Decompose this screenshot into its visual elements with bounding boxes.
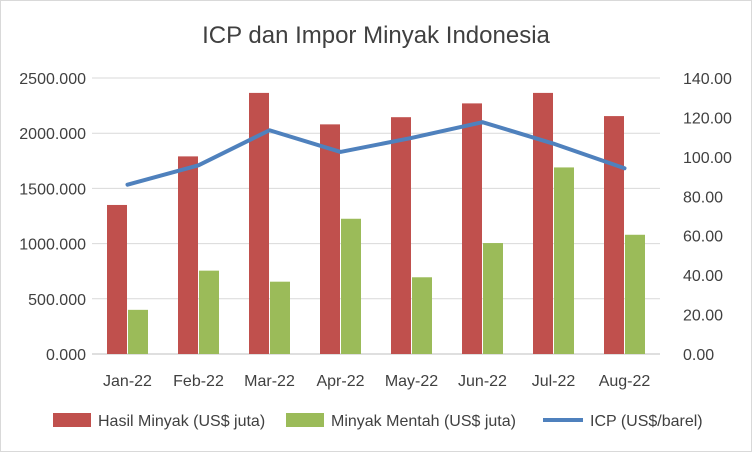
left-axis-ticks: 0.000 500.000 1000.000 1500.000 2000.000 2500…	[19, 71, 86, 364]
x-tick-label: Aug-22	[599, 373, 651, 390]
bar-minyak-mentah	[412, 277, 432, 354]
bar-hasil-minyak	[178, 156, 198, 354]
x-tick-label: Apr-22	[316, 373, 364, 390]
right-tick-label: 0.00	[683, 347, 714, 364]
bar-hasil-minyak	[462, 103, 482, 354]
left-tick-label: 0.000	[46, 347, 86, 364]
right-tick-label: 120.00	[683, 110, 732, 127]
left-tick-label: 2500.000	[19, 71, 86, 88]
bar-minyak-mentah	[483, 243, 503, 354]
legend-label: Hasil Minyak (US$ juta)	[98, 413, 265, 430]
legend-swatch	[53, 413, 91, 427]
bar-hasil-minyak	[391, 117, 411, 354]
bar-hasil-minyak	[107, 204, 127, 354]
chart-title: ICP dan Impor Minyak Indonesia	[202, 22, 550, 49]
left-tick-label: 500.000	[28, 292, 86, 309]
x-tick-label: Feb-22	[173, 373, 224, 390]
bar-series	[107, 92, 645, 355]
legend-label: ICP (US$/barel)	[590, 413, 703, 430]
bar-minyak-mentah	[554, 167, 574, 354]
bar-minyak-mentah	[625, 234, 645, 354]
legend: Hasil Minyak (US$ juta) Minyak Mentah (US…	[53, 413, 703, 430]
bar-hasil-minyak	[320, 124, 340, 354]
left-tick-label: 1500.000	[19, 181, 86, 198]
bar-hasil-minyak	[533, 92, 553, 355]
bar-minyak-mentah	[128, 309, 148, 354]
right-axis-ticks: 0.00 20.00 40.00 60.00 80.00 100.00 120.00 140.…	[683, 71, 732, 364]
x-axis-ticks: Jan-22 Feb-22 Mar-22 Apr-22 May-22 Jun-22 Jul-…	[103, 373, 650, 390]
x-tick-label: Jun-22	[458, 373, 507, 390]
right-tick-label: 60.00	[683, 229, 723, 246]
bar-hasil-minyak	[249, 92, 269, 355]
right-tick-label: 140.00	[683, 71, 732, 88]
legend-swatch	[286, 413, 324, 427]
right-tick-label: 100.00	[683, 150, 732, 167]
icp-line	[125, 120, 627, 187]
right-tick-label: 40.00	[683, 268, 723, 285]
left-tick-label: 2000.000	[19, 126, 86, 143]
left-tick-label: 1000.000	[19, 237, 86, 254]
bar-minyak-mentah	[341, 218, 361, 354]
x-tick-label: May-22	[385, 373, 438, 390]
bar-minyak-mentah	[270, 281, 290, 354]
right-tick-label: 80.00	[683, 189, 723, 206]
x-tick-label: Jul-22	[532, 373, 576, 390]
right-tick-label: 20.00	[683, 308, 723, 325]
legend-label: Minyak Mentah (US$ juta)	[331, 413, 516, 430]
gridlines	[92, 77, 660, 355]
x-tick-label: Jan-22	[103, 373, 152, 390]
bar-minyak-mentah	[199, 270, 219, 354]
x-tick-label: Mar-22	[244, 373, 295, 390]
bar-hasil-minyak	[604, 116, 624, 354]
line-series	[125, 120, 627, 187]
